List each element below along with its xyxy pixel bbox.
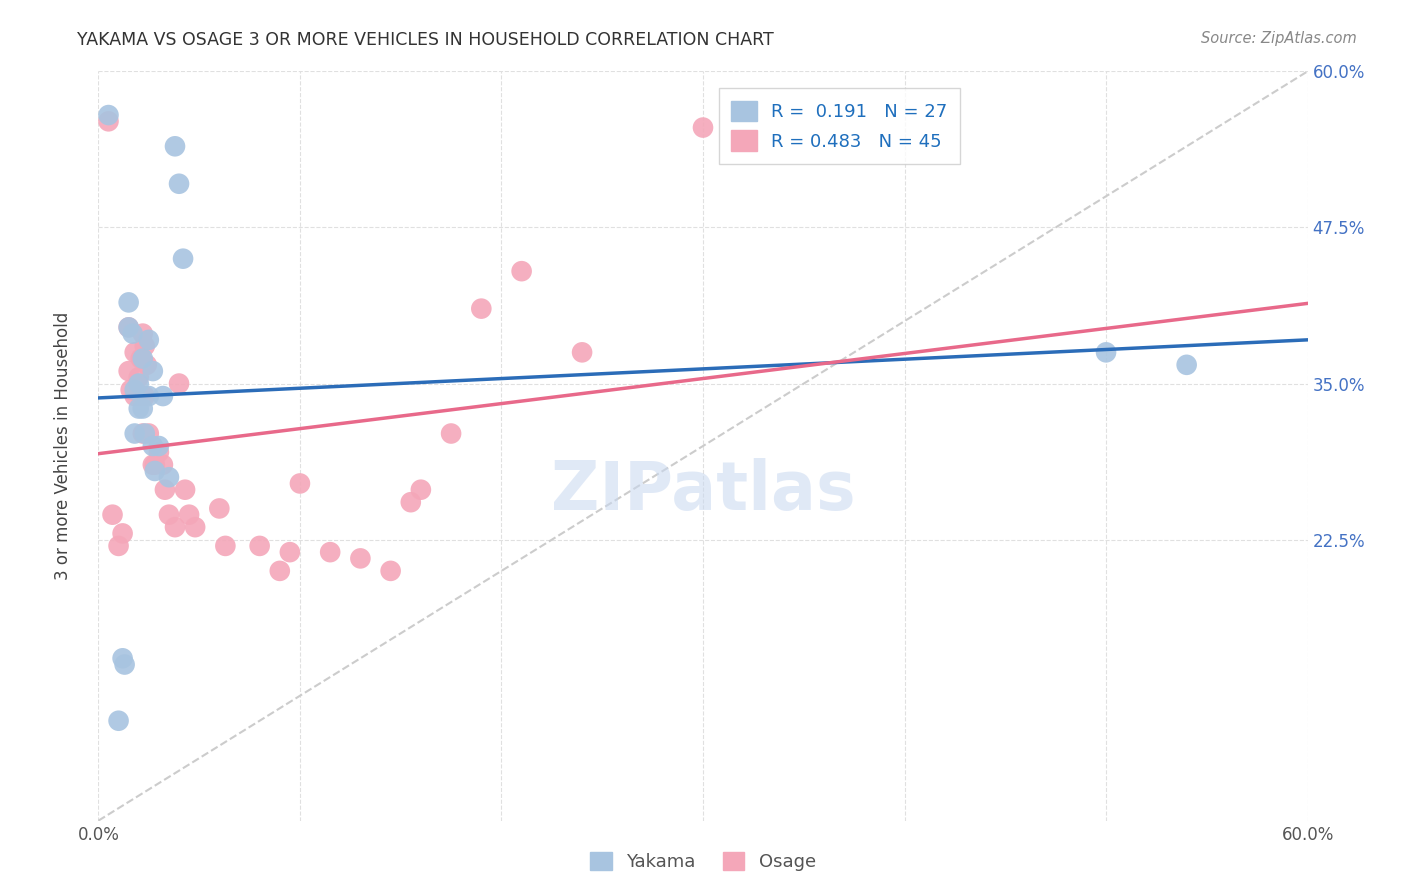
Point xyxy=(440,426,463,441)
Text: YAKAMA VS OSAGE 3 OR MORE VEHICLES IN HOUSEHOLD CORRELATION CHART: YAKAMA VS OSAGE 3 OR MORE VEHICLES IN HO… xyxy=(77,31,775,49)
Point xyxy=(134,426,156,441)
Point xyxy=(143,464,166,478)
Point xyxy=(208,501,231,516)
Point xyxy=(380,564,402,578)
Point xyxy=(174,483,197,497)
Point xyxy=(120,383,142,397)
Legend: Yakama, Osage: Yakama, Osage xyxy=(583,845,823,879)
Point xyxy=(152,458,174,472)
Point xyxy=(114,657,136,672)
Point xyxy=(128,376,150,391)
Point xyxy=(134,339,156,353)
Point xyxy=(148,439,170,453)
Point xyxy=(142,439,165,453)
Point xyxy=(101,508,124,522)
Point xyxy=(409,483,432,497)
Point xyxy=(124,389,146,403)
Point xyxy=(124,345,146,359)
Point xyxy=(163,139,186,153)
Point xyxy=(111,651,134,665)
Point xyxy=(278,545,301,559)
Point xyxy=(128,370,150,384)
Point xyxy=(571,345,593,359)
Point xyxy=(129,351,152,366)
Point xyxy=(148,445,170,459)
Point xyxy=(692,120,714,135)
Point xyxy=(138,389,160,403)
Point xyxy=(269,564,291,578)
Point xyxy=(319,545,342,559)
Point xyxy=(118,320,141,334)
Text: Source: ZipAtlas.com: Source: ZipAtlas.com xyxy=(1201,31,1357,46)
Point xyxy=(153,483,176,497)
Point xyxy=(152,389,174,403)
Point xyxy=(172,252,194,266)
Text: 3 or more Vehicles in Household: 3 or more Vehicles in Household xyxy=(55,312,72,580)
Point xyxy=(128,401,150,416)
Point xyxy=(121,326,143,341)
Point xyxy=(107,714,129,728)
Point xyxy=(134,389,156,403)
Point xyxy=(157,470,180,484)
Point xyxy=(1095,345,1118,359)
Point xyxy=(142,458,165,472)
Point xyxy=(138,333,160,347)
Point xyxy=(214,539,236,553)
Point xyxy=(132,426,155,441)
Point xyxy=(399,495,422,509)
Point xyxy=(510,264,533,278)
Point xyxy=(349,551,371,566)
Point xyxy=(249,539,271,553)
Legend: R =  0.191   N = 27, R = 0.483   N = 45: R = 0.191 N = 27, R = 0.483 N = 45 xyxy=(718,88,960,164)
Point xyxy=(111,526,134,541)
Point xyxy=(288,476,311,491)
Point xyxy=(1175,358,1198,372)
Point xyxy=(132,401,155,416)
Point xyxy=(97,114,120,128)
Point xyxy=(167,177,190,191)
Point xyxy=(163,520,186,534)
Point xyxy=(132,326,155,341)
Point xyxy=(118,320,141,334)
Point xyxy=(135,358,157,372)
Point xyxy=(143,458,166,472)
Point xyxy=(124,383,146,397)
Point xyxy=(167,376,190,391)
Point xyxy=(138,426,160,441)
Point xyxy=(129,389,152,403)
Point xyxy=(179,508,201,522)
Point xyxy=(107,539,129,553)
Point xyxy=(97,108,120,122)
Point xyxy=(157,508,180,522)
Point xyxy=(470,301,492,316)
Point xyxy=(118,295,141,310)
Point xyxy=(124,426,146,441)
Point xyxy=(142,364,165,378)
Text: ZIPatlas: ZIPatlas xyxy=(551,458,855,524)
Point xyxy=(132,351,155,366)
Point xyxy=(184,520,207,534)
Point xyxy=(118,364,141,378)
